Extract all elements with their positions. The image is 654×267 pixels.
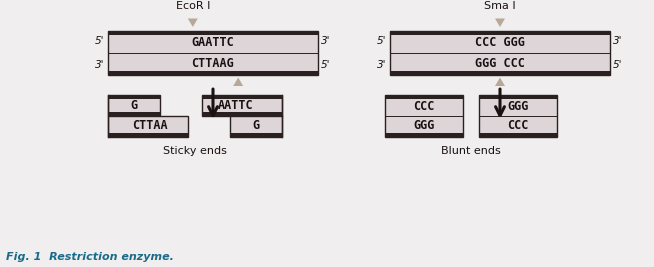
Bar [108, 71, 318, 75]
Bar [202, 95, 282, 99]
Text: CTTAA: CTTAA [132, 119, 167, 132]
Bar [230, 116, 282, 137]
Bar [108, 31, 318, 35]
Text: Sticky ends: Sticky ends [163, 146, 227, 156]
Bar [479, 133, 557, 137]
Polygon shape [495, 77, 505, 86]
Text: GGG: GGG [413, 119, 435, 132]
Bar [202, 112, 282, 116]
Polygon shape [188, 18, 198, 27]
Text: G: G [130, 99, 137, 112]
Bar [479, 95, 557, 99]
Bar [108, 133, 188, 137]
Bar [479, 95, 557, 137]
Bar [108, 112, 160, 116]
Bar [390, 31, 610, 75]
Text: Sma I: Sma I [484, 1, 516, 11]
Bar [230, 133, 282, 137]
Text: CTTAAG: CTTAAG [192, 57, 234, 70]
Bar [390, 31, 610, 35]
Text: 3': 3' [94, 60, 104, 70]
Bar [108, 95, 160, 116]
Text: GAATTC: GAATTC [192, 36, 234, 49]
Bar [385, 133, 463, 137]
Bar [108, 95, 160, 99]
Text: AATTC: AATTC [218, 99, 253, 112]
Text: Blunt ends: Blunt ends [441, 146, 501, 156]
Bar [202, 95, 282, 116]
Polygon shape [495, 18, 505, 27]
Text: EcoR I: EcoR I [176, 1, 210, 11]
Text: 3': 3' [321, 36, 330, 46]
Text: GGG CCC: GGG CCC [475, 57, 525, 70]
Bar [108, 31, 318, 75]
Text: G: G [252, 119, 260, 132]
Text: 3': 3' [613, 36, 623, 46]
Text: Fig. 1  Restriction enzyme.: Fig. 1 Restriction enzyme. [6, 252, 174, 262]
Text: CCC GGG: CCC GGG [475, 36, 525, 49]
Bar [108, 116, 188, 137]
Text: 5': 5' [94, 36, 104, 46]
Text: CCC: CCC [508, 119, 528, 132]
Bar [385, 95, 463, 99]
Text: GGG: GGG [508, 100, 528, 113]
Text: CCC: CCC [413, 100, 435, 113]
Text: 5': 5' [321, 60, 330, 70]
Text: 3': 3' [377, 60, 386, 70]
Text: 5': 5' [613, 60, 623, 70]
Bar [385, 95, 463, 137]
Text: 5': 5' [377, 36, 386, 46]
Polygon shape [233, 77, 243, 86]
Bar [390, 71, 610, 75]
